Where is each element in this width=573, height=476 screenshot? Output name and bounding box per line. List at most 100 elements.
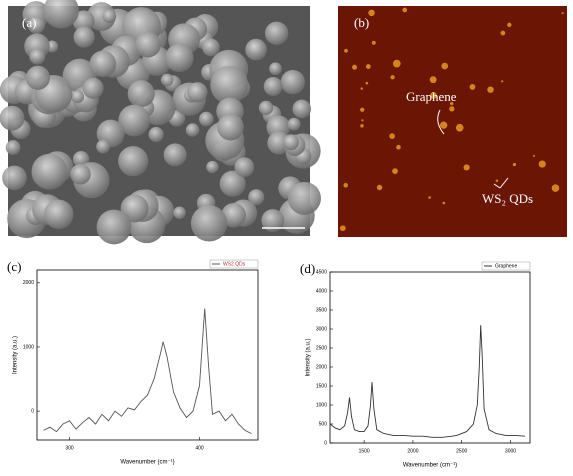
particle bbox=[199, 112, 214, 127]
particle bbox=[187, 82, 207, 102]
dot bbox=[501, 31, 506, 36]
x-axis-label: Wavenumber (cm⁻¹) bbox=[403, 463, 457, 469]
y-tick-label: 0 bbox=[324, 440, 327, 446]
x-tick-label: 400 bbox=[195, 445, 204, 451]
dot bbox=[340, 225, 346, 231]
plot-frame bbox=[37, 270, 258, 440]
x-axis-label: Wavenumber (cm⁻¹) bbox=[120, 460, 174, 466]
particle bbox=[0, 106, 24, 131]
particle bbox=[206, 161, 218, 173]
y-axis-label: Intensity (a.u.) bbox=[306, 338, 312, 376]
dot bbox=[361, 119, 363, 121]
particle bbox=[234, 157, 254, 177]
y-tick-label: 500 bbox=[319, 421, 328, 427]
x-tick-label: 300 bbox=[65, 445, 74, 451]
dot bbox=[539, 160, 546, 167]
particle bbox=[71, 90, 84, 103]
particle bbox=[74, 27, 95, 48]
x-tick-label: 3000 bbox=[505, 448, 516, 454]
panel-label: (a) bbox=[22, 15, 36, 30]
y-tick-label: 4500 bbox=[316, 269, 327, 275]
dot bbox=[464, 164, 470, 170]
dot bbox=[449, 106, 454, 111]
particle bbox=[70, 164, 91, 185]
particle bbox=[264, 77, 283, 96]
particle bbox=[165, 44, 193, 72]
y-tick-label: 4000 bbox=[316, 288, 327, 294]
dot bbox=[442, 202, 445, 205]
dot bbox=[344, 49, 348, 53]
dot bbox=[360, 124, 363, 127]
particle bbox=[31, 154, 67, 190]
y-tick-label: 3500 bbox=[316, 307, 327, 313]
particle bbox=[118, 146, 148, 176]
figure: (a) (b) Graphene WS₂ QDs (c) 0 1000 2000 300… bbox=[0, 0, 573, 471]
panel-label: (d) bbox=[300, 261, 315, 276]
dot bbox=[456, 124, 464, 132]
particle bbox=[29, 49, 45, 65]
particle bbox=[173, 207, 186, 220]
dot bbox=[366, 64, 371, 69]
y-tick-label: 1000 bbox=[316, 402, 327, 408]
particle bbox=[293, 100, 312, 119]
dot bbox=[513, 163, 516, 166]
y-tick-label: 1500 bbox=[316, 383, 327, 389]
particle bbox=[83, 78, 104, 99]
particle bbox=[102, 9, 116, 23]
dot bbox=[393, 60, 401, 68]
dot bbox=[430, 76, 437, 83]
dot bbox=[352, 65, 357, 70]
dot bbox=[377, 185, 382, 190]
legend-label: Graphene bbox=[495, 263, 517, 269]
particle bbox=[44, 200, 73, 229]
panel-label: (b) bbox=[354, 15, 369, 30]
panel-label: (c) bbox=[7, 259, 21, 274]
sem-image: (a) bbox=[0, 0, 321, 244]
y-tick-label: 1000 bbox=[23, 344, 34, 350]
particle bbox=[265, 22, 288, 45]
dot bbox=[366, 82, 369, 85]
dot bbox=[402, 8, 407, 13]
dot bbox=[396, 145, 401, 150]
spectrum-line bbox=[330, 325, 525, 437]
particle bbox=[283, 134, 299, 150]
particle bbox=[217, 114, 244, 141]
dot bbox=[487, 86, 493, 92]
dot bbox=[533, 155, 535, 157]
dot bbox=[361, 87, 363, 89]
dot bbox=[552, 184, 560, 192]
afm-image: (b) Graphene WS₂ QDs bbox=[338, 6, 567, 237]
y-tick-label: 2000 bbox=[316, 364, 327, 370]
dot bbox=[368, 10, 374, 16]
particle bbox=[281, 70, 305, 94]
dot bbox=[440, 122, 447, 129]
dot bbox=[470, 84, 476, 90]
particle bbox=[269, 62, 282, 75]
annotation: WS₂ QDs bbox=[482, 191, 533, 206]
particle bbox=[245, 39, 267, 61]
plot-frame bbox=[330, 272, 530, 443]
dot bbox=[372, 41, 376, 45]
particle bbox=[26, 66, 50, 90]
dot bbox=[360, 108, 364, 112]
dot bbox=[562, 12, 564, 14]
dot bbox=[389, 133, 395, 139]
particle bbox=[164, 143, 187, 166]
particle bbox=[259, 101, 273, 115]
x-tick-label: 2500 bbox=[456, 448, 467, 454]
dot bbox=[392, 168, 398, 174]
dot bbox=[441, 63, 448, 70]
particle bbox=[6, 140, 21, 155]
particle bbox=[97, 210, 132, 245]
y-tick-label: 2000 bbox=[23, 280, 34, 286]
particle bbox=[128, 80, 155, 107]
x-tick-label: 1500 bbox=[359, 448, 370, 454]
y-tick-label: 3000 bbox=[316, 326, 327, 332]
particle bbox=[135, 32, 161, 58]
particle bbox=[288, 118, 301, 131]
particle bbox=[90, 51, 117, 78]
y-axis-label: Intensity (a.u.) bbox=[13, 336, 19, 374]
particle bbox=[202, 39, 220, 57]
particle bbox=[191, 205, 227, 241]
y-tick-label: 2500 bbox=[316, 345, 327, 351]
